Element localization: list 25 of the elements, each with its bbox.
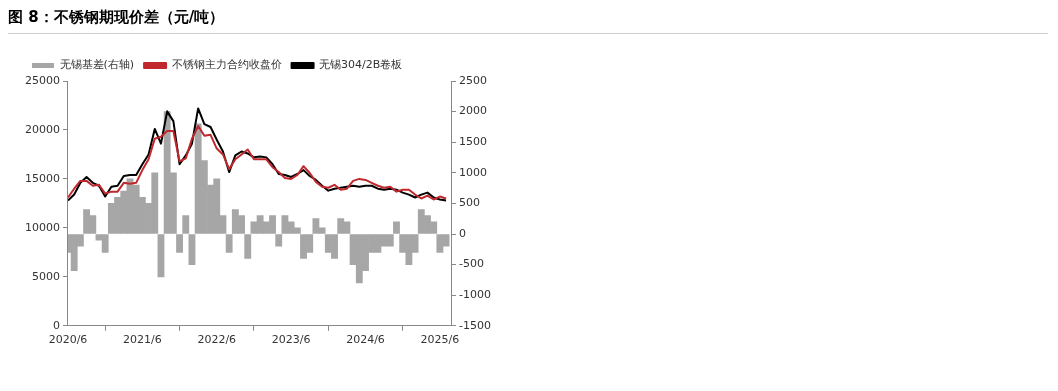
- legend-label: 无锡304/2B卷板: [319, 58, 403, 72]
- y-tick-label: 0: [52, 318, 60, 332]
- y2-tick-label: 0: [459, 226, 467, 240]
- x-tick-label: 2024/6: [346, 333, 385, 347]
- y-tick-label: 5000: [31, 269, 60, 283]
- x-tick-label: 2021/6: [123, 333, 162, 347]
- x-tick-label: 2022/6: [197, 333, 237, 347]
- legend-label: 不锈钢主力合约收盘价: [171, 58, 282, 72]
- x-tick-label: 2025/6: [420, 333, 460, 347]
- y-tick-label: 10000: [24, 220, 60, 234]
- y2-tick-label: -1500: [459, 318, 492, 332]
- y2-tick-label: -1000: [459, 288, 492, 302]
- y2-tick-label: 500: [459, 196, 481, 210]
- x-tick-label: 2020/6: [48, 333, 88, 347]
- chart-title: 图 8：不锈钢期现价差（元/吨）: [8, 8, 1048, 34]
- legend-label: 无锡基差(右轴): [59, 58, 135, 72]
- y2-tick-label: 1000: [459, 165, 488, 179]
- y2-tick-label: 2500: [459, 73, 488, 87]
- y-tick-label: 25000: [24, 73, 60, 87]
- y2-tick-label: 1500: [459, 135, 488, 149]
- y2-tick-label: 2000: [459, 104, 488, 118]
- y-tick-label: 20000: [24, 122, 60, 136]
- y-tick-label: 15000: [24, 171, 60, 185]
- x-tick-label: 2023/6: [271, 333, 311, 347]
- y2-tick-label: -500: [459, 257, 485, 271]
